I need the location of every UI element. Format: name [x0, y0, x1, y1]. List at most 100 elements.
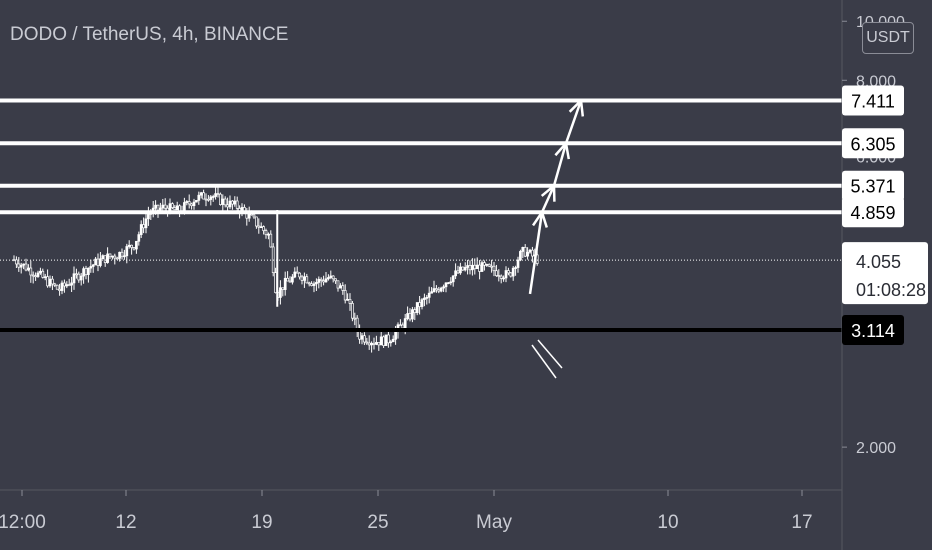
candle-body — [67, 284, 71, 286]
candle-body — [34, 275, 37, 278]
candle-body — [449, 281, 453, 284]
candle-body — [185, 201, 189, 203]
projection-arrow — [552, 142, 568, 187]
candle-body — [156, 204, 160, 211]
arrow-head — [564, 143, 571, 160]
arrow-head — [540, 184, 555, 197]
candle-body — [435, 288, 438, 291]
candle-body — [147, 214, 150, 220]
candle-body — [363, 335, 366, 343]
x-tick-label: 19 — [251, 512, 272, 533]
candle-body — [370, 342, 373, 346]
candle-body — [519, 251, 522, 261]
candle-body — [22, 263, 25, 266]
x-tick-label: 12 — [115, 512, 136, 533]
candle-body — [161, 204, 165, 209]
candle-body — [139, 224, 143, 235]
candle-body — [202, 192, 205, 200]
candle-body — [451, 275, 455, 283]
level-price-tag — [842, 170, 904, 201]
candle-body — [15, 259, 18, 265]
candle-body — [123, 255, 126, 258]
candle-body — [223, 198, 227, 206]
candle-body — [480, 262, 484, 272]
candle-body — [499, 275, 503, 279]
candle-body — [125, 246, 129, 257]
candle-body — [303, 276, 306, 281]
candle-body — [372, 342, 376, 345]
candle-body — [65, 284, 69, 287]
candle-body — [447, 282, 450, 284]
candle-body — [475, 264, 479, 270]
candle-body — [79, 275, 83, 281]
candle-body — [399, 324, 402, 327]
candle-body — [221, 198, 225, 205]
candle-body — [334, 278, 337, 282]
candle-body — [228, 200, 232, 208]
level-price-label: 7.411 — [851, 92, 895, 112]
candle-body — [216, 193, 220, 195]
level-price-label: 6.305 — [850, 134, 895, 154]
candle-body — [235, 200, 239, 209]
candle-body — [442, 286, 445, 289]
candle-body — [204, 198, 208, 201]
candle-body — [247, 213, 251, 219]
candle-body — [219, 193, 222, 205]
currency-button[interactable]: USDT — [862, 22, 914, 54]
candle-body — [315, 282, 318, 285]
candle-body — [135, 240, 138, 250]
candle-body — [17, 263, 21, 268]
candle-body — [478, 264, 481, 272]
candle-body — [142, 224, 145, 229]
candle-body — [195, 200, 198, 203]
candle-body — [298, 272, 301, 278]
candle-body — [214, 193, 217, 197]
candle-body — [336, 280, 340, 289]
candle-body — [199, 192, 203, 196]
candle-body — [310, 283, 313, 286]
candle-body — [29, 267, 33, 276]
x-tick-label: 25 — [367, 512, 388, 533]
candle-body — [115, 257, 119, 260]
candle-body — [300, 276, 304, 281]
candle-body — [389, 341, 393, 344]
candle-body — [111, 255, 114, 258]
candle-body — [255, 216, 258, 227]
arrow-head — [540, 211, 548, 228]
candle-body — [118, 251, 121, 259]
candle-body — [439, 287, 443, 292]
candle-body — [507, 270, 510, 274]
candle-body — [490, 265, 493, 268]
candle-body — [190, 203, 193, 207]
candle-body — [27, 267, 30, 271]
candle-body — [281, 287, 285, 290]
last-price-label: 4.055 — [856, 252, 901, 272]
candle-body — [41, 270, 45, 278]
candle-body — [331, 275, 335, 280]
candle-body — [471, 264, 474, 271]
candle-body — [127, 244, 131, 247]
chart-title: DODO / TetherUS, 4h, BINANCE — [10, 24, 289, 45]
candle-body — [99, 258, 102, 266]
candle-body — [187, 201, 191, 205]
candle-body — [283, 277, 287, 290]
candle-body — [367, 342, 371, 346]
candle-body — [454, 270, 457, 277]
candle-body — [171, 203, 174, 208]
x-tick-label: May — [476, 512, 512, 533]
candle-body — [485, 264, 489, 266]
x-tick-label: 17 — [791, 512, 812, 533]
candle-body — [233, 200, 237, 205]
candle-body — [531, 249, 534, 257]
candle-body — [487, 264, 491, 267]
candle-body — [132, 247, 136, 250]
level-price-label: 4.859 — [850, 203, 895, 223]
candle-body — [60, 282, 64, 291]
candle-body — [502, 277, 505, 280]
candle-body — [351, 303, 354, 319]
candle-body — [375, 342, 378, 345]
candle-body — [394, 331, 397, 340]
candle-body — [497, 275, 501, 277]
candle-body — [358, 330, 361, 340]
